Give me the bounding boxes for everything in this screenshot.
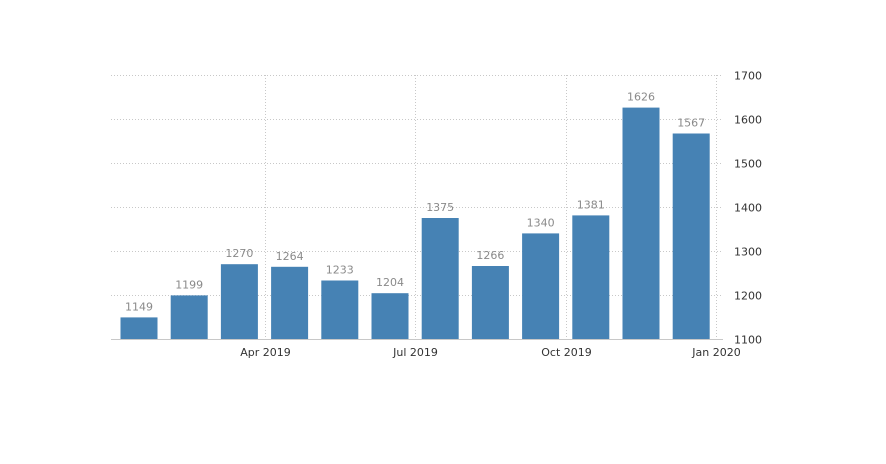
bar <box>421 218 459 339</box>
x-tick-label: Apr 2019 <box>240 346 291 359</box>
y-tick-label: 1500 <box>734 158 762 171</box>
bar-value-label: 1567 <box>677 117 705 130</box>
bar-value-label: 1381 <box>577 198 605 211</box>
bar-value-label: 1149 <box>125 300 153 313</box>
bar <box>622 107 660 339</box>
x-tick-label: Jan 2020 <box>691 346 740 359</box>
bar <box>271 266 309 339</box>
bar-value-label: 1204 <box>376 276 404 289</box>
bar <box>220 264 258 339</box>
bar <box>522 233 560 339</box>
bar-value-label: 1199 <box>175 278 203 291</box>
x-tick-label: Jul 2019 <box>392 346 438 359</box>
y-axis-tick-labels: 1100 1200 1300 1400 1500 1600 1700 <box>734 70 762 347</box>
bar <box>672 133 710 339</box>
bar <box>471 266 509 339</box>
bar <box>120 317 158 339</box>
x-axis-tick-labels: Apr 2019 Jul 2019 Oct 2019 Jan 2020 <box>240 346 740 359</box>
bar <box>572 215 610 339</box>
bar-value-label: 1233 <box>326 264 354 277</box>
y-tick-label: 1400 <box>734 202 762 215</box>
y-tick-label: 1600 <box>734 114 762 127</box>
bar-value-label: 1375 <box>426 201 454 214</box>
bars <box>120 107 710 339</box>
bar <box>170 295 208 339</box>
bar-value-label: 1626 <box>627 91 655 104</box>
y-tick-label: 1700 <box>734 70 762 83</box>
y-tick-label: 1300 <box>734 246 762 259</box>
bar <box>321 280 359 339</box>
y-tick-label: 1200 <box>734 290 762 303</box>
bar-value-label: 1270 <box>225 247 253 260</box>
data-labels: 1149 1199 1270 1264 1233 1204 1375 1266 1340 1381… <box>125 91 705 314</box>
bar-value-label: 1264 <box>276 250 304 263</box>
bar <box>371 293 409 339</box>
bar-value-label: 1340 <box>527 216 555 229</box>
x-tick-label: Oct 2019 <box>541 346 592 359</box>
grid-lines <box>111 75 723 339</box>
bar-value-label: 1266 <box>476 249 504 262</box>
y-tick-label: 1100 <box>734 334 762 347</box>
